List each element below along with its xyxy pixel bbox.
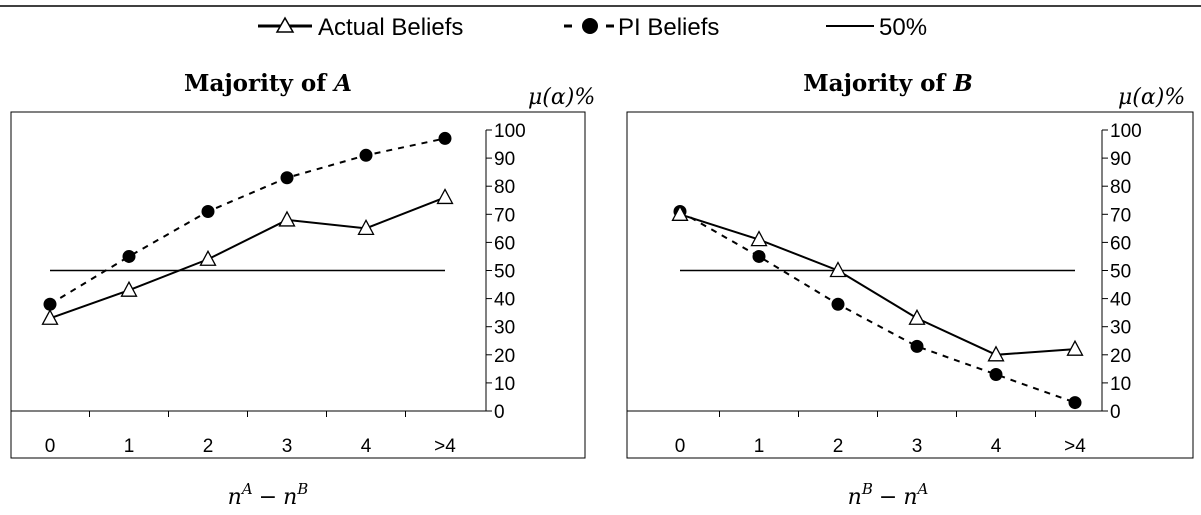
legend-actual-triangle-icon (275, 16, 295, 33)
x-tick-label: 3 (282, 436, 293, 457)
legend-pi-circle-icon (582, 18, 598, 34)
data-point-pi-beliefs (122, 249, 136, 263)
data-point-pi-beliefs (280, 171, 294, 185)
legend-actual-label: Actual Beliefs (318, 14, 463, 41)
data-point-actual-beliefs (750, 230, 768, 247)
x-tick-label: 2 (833, 436, 844, 457)
x-tick-label: >4 (1064, 436, 1086, 457)
plot-area-b (626, 111, 1194, 459)
x-tick-label: 1 (124, 436, 135, 457)
y-tick-label: 10 (494, 374, 515, 395)
data-point-pi-beliefs (752, 249, 766, 263)
y-axis-label-a: μ(α)% (528, 85, 595, 110)
data-point-actual-beliefs (278, 210, 296, 227)
data-point-actual-beliefs (120, 280, 138, 297)
data-point-pi-beliefs (910, 339, 924, 353)
data-point-pi-beliefs (1068, 396, 1082, 410)
series-line-actual-beliefs (679, 213, 1076, 356)
data-point-actual-beliefs (436, 188, 454, 205)
chart-title-a: Majority of A (184, 70, 352, 97)
data-point-actual-beliefs (908, 308, 926, 325)
x-tick-label: 0 (45, 436, 56, 457)
data-point-pi-beliefs (359, 148, 373, 162)
axes-a: 0 1 2 3 4 >4 0 10 20 30 40 50 60 70 80 90 100 (11, 121, 526, 457)
data-point-actual-beliefs (671, 204, 689, 221)
plot-area-a (10, 111, 586, 459)
legend: Actual Beliefs PI Beliefs 50% (258, 14, 927, 41)
x-axis-label-a: nA − nB (228, 480, 309, 510)
series-line-pi-beliefs (679, 210, 1076, 404)
y-tick-label: 70 (494, 205, 515, 226)
axes-b: 0 1 2 3 4 >4 0 10 20 30 40 50 60 70 80 90 100 (627, 121, 1142, 457)
legend-pi-label: PI Beliefs (618, 14, 719, 41)
data-point-actual-beliefs (199, 249, 217, 266)
data-point-actual-beliefs (829, 261, 847, 278)
legend-50-label: 50% (879, 14, 927, 41)
y-tick-label: 70 (1110, 205, 1131, 226)
chart-title-b: Majority of B (803, 70, 973, 97)
panel-majority-a: Majority of A μ(α)% 0 1 2 3 4 >4 0 10 20 30 40 50 60… (10, 70, 595, 510)
x-tick-label: 3 (912, 436, 923, 457)
y-tick-label: 30 (1110, 318, 1131, 339)
x-tick-label: 4 (361, 436, 372, 457)
y-tick-label: 40 (494, 290, 515, 311)
data-point-actual-beliefs (1066, 339, 1084, 356)
y-tick-label: 60 (494, 233, 515, 254)
data-point-pi-beliefs (831, 297, 845, 311)
panel-majority-b: Majority of B μ(α)% 0 1 2 3 4 >4 0 10 20 30 40 50 60… (626, 70, 1194, 510)
legend-item-50: 50% (826, 14, 927, 41)
x-tick-label: 2 (203, 436, 214, 457)
marks-b (671, 204, 1084, 410)
y-tick-label: 100 (494, 121, 526, 142)
data-point-actual-beliefs (357, 218, 375, 236)
y-tick-label: 30 (494, 318, 515, 339)
marks-a (41, 131, 454, 325)
data-point-actual-beliefs (987, 345, 1005, 362)
y-tick-label: 40 (1110, 290, 1131, 311)
y-tick-label: 50 (1110, 262, 1131, 283)
data-point-pi-beliefs (201, 204, 215, 218)
x-tick-label: >4 (434, 436, 456, 457)
y-tick-label: 20 (1110, 346, 1131, 367)
data-point-pi-beliefs (43, 297, 57, 311)
x-tick-label: 4 (991, 436, 1002, 457)
x-tick-label: 1 (754, 436, 765, 457)
y-tick-label: 60 (1110, 233, 1131, 254)
y-tick-label: 50 (494, 262, 515, 283)
y-tick-label: 10 (1110, 374, 1131, 395)
y-tick-label: 90 (494, 149, 515, 170)
data-point-pi-beliefs (989, 367, 1003, 381)
x-tick-label: 0 (675, 436, 686, 457)
series-line-pi-beliefs (49, 137, 446, 306)
y-tick-label: 80 (1110, 177, 1131, 198)
y-tick-label: 20 (494, 346, 515, 367)
data-point-actual-beliefs (41, 308, 59, 325)
y-tick-label: 80 (494, 177, 515, 198)
x-axis-label-b: nB − nA (848, 480, 929, 510)
y-axis-label-b: μ(α)% (1118, 85, 1185, 110)
y-tick-label: 0 (1110, 402, 1121, 423)
y-tick-label: 90 (1110, 149, 1131, 170)
y-tick-label: 0 (494, 402, 505, 423)
legend-item-pi: PI Beliefs (564, 14, 719, 41)
series-line-actual-beliefs (49, 196, 446, 320)
y-tick-label: 100 (1110, 121, 1142, 142)
legend-item-actual: Actual Beliefs (258, 14, 463, 41)
data-point-pi-beliefs (438, 131, 452, 145)
